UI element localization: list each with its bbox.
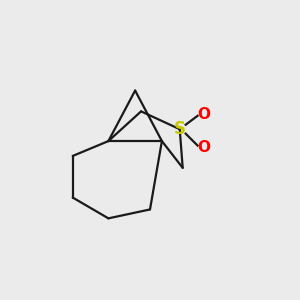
Text: O: O xyxy=(197,107,210,122)
Text: O: O xyxy=(197,140,210,154)
Text: S: S xyxy=(174,120,186,138)
